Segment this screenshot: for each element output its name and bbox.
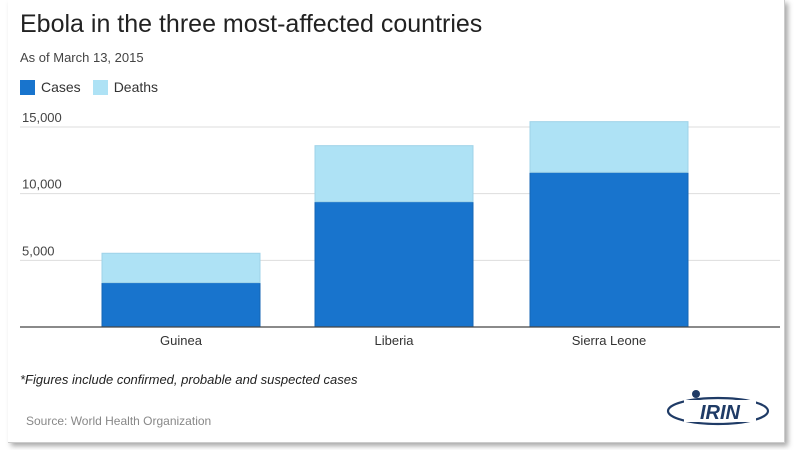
x-tick-label: Liberia [374,333,414,348]
x-tick-label: Sierra Leone [572,333,646,348]
chart-title: Ebola in the three most-affected countri… [20,10,483,38]
bar-deaths [529,121,689,173]
y-tick-label: 15,000 [22,110,62,125]
legend-item-deaths: Deaths [92,79,159,95]
legend-swatch-deaths [92,79,108,95]
legend-label-deaths: Deaths [113,79,159,95]
source-note: Source: World Health Organization [26,414,212,428]
chart-subtitle: As of March 13, 2015 [20,50,144,65]
bar-cases [101,282,261,328]
irin-logo: IRIN [666,390,770,426]
footnote: *Figures include confirmed, probable and… [20,372,358,387]
y-tick-label: 5,000 [22,243,55,258]
bar-cases [314,201,474,328]
logo-text: IRIN [700,402,741,424]
bar-deaths [314,145,474,203]
legend-item-cases: Cases [20,79,81,95]
chart-card: Ebola in the three most-affected countri… [8,0,785,443]
bar-cases [529,171,689,328]
legend-label-cases: Cases [41,79,81,95]
x-tick-label: Guinea [160,333,203,348]
y-tick-label: 10,000 [22,177,62,192]
legend-swatch-cases [20,79,35,95]
legend: Cases Deaths [20,79,170,95]
bar-deaths [101,252,261,284]
bar-chart: 5,000 10,000 15,000 Guinea Liberia Sierra Leo… [20,110,780,348]
